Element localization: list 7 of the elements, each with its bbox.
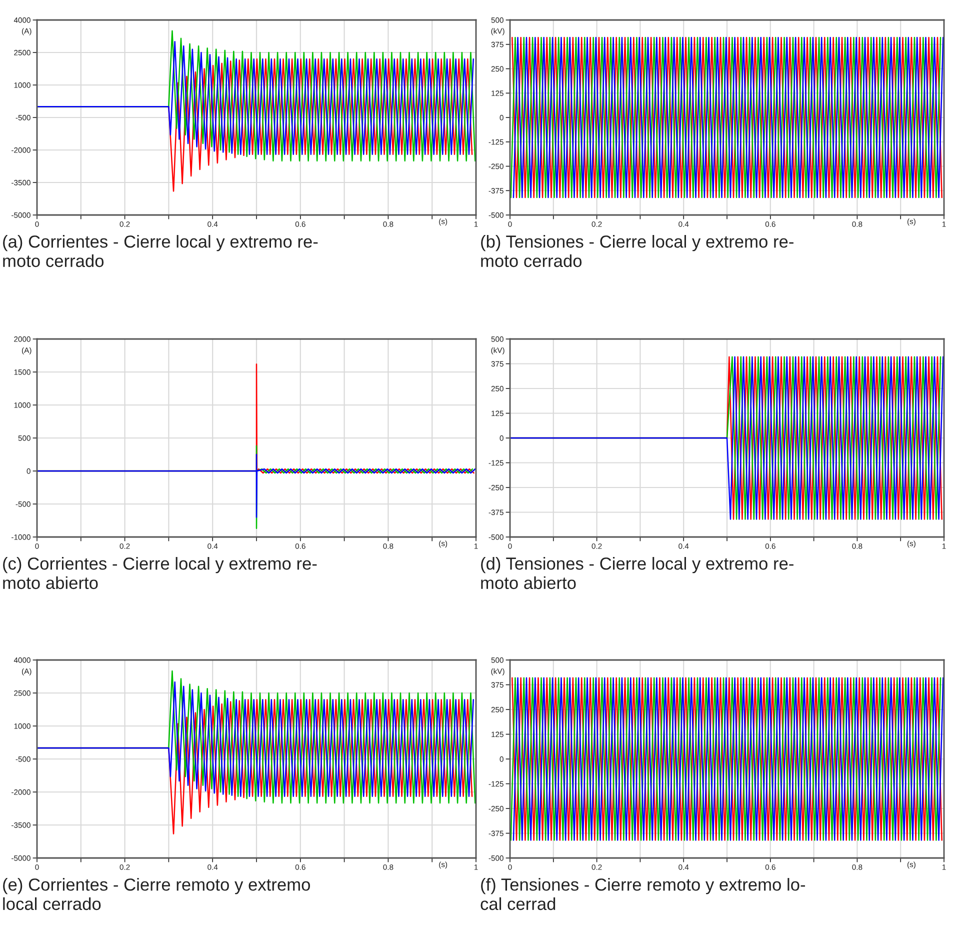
text: (b) Tensiones - Cierre local y extremo re- moto cerrado <box>481 235 794 268</box>
text: (d) Tensiones - Cierre local y extremo re- moto abierto <box>481 557 794 590</box>
text: (c) Corrientes - Cierre local y extremo re- moto abierto <box>3 557 317 590</box>
text: (e) Corrientes - Cierre remoto y extremo local cerrado <box>3 878 310 910</box>
text: (a) Corrientes - Cierre local y extremo re- moto cerrado <box>3 235 318 268</box>
line-series <box>37 454 476 518</box>
text: (f) Tensiones - Cierre remoto y extremo lo- cal cerrad <box>480 878 806 910</box>
